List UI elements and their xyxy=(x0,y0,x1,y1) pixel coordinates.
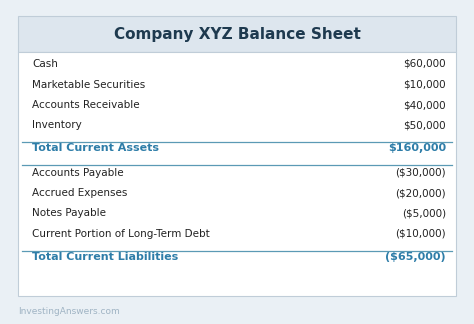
Text: $40,000: $40,000 xyxy=(403,100,446,110)
Text: ($20,000): ($20,000) xyxy=(395,188,446,198)
Text: Current Portion of Long-Term Debt: Current Portion of Long-Term Debt xyxy=(32,229,210,239)
Text: Total Current Assets: Total Current Assets xyxy=(32,143,159,153)
Bar xyxy=(18,52,456,296)
Text: ($65,000): ($65,000) xyxy=(385,251,446,261)
Text: ($10,000): ($10,000) xyxy=(395,229,446,239)
Text: Inventory: Inventory xyxy=(32,121,82,131)
Text: Notes Payable: Notes Payable xyxy=(32,209,106,218)
Text: $10,000: $10,000 xyxy=(403,79,446,89)
Text: Accounts Payable: Accounts Payable xyxy=(32,168,124,178)
Text: Cash: Cash xyxy=(32,59,58,69)
Text: Accrued Expenses: Accrued Expenses xyxy=(32,188,128,198)
Text: Marketable Securities: Marketable Securities xyxy=(32,79,145,89)
Text: Total Current Liabilities: Total Current Liabilities xyxy=(32,251,178,261)
Text: InvestingAnswers.com: InvestingAnswers.com xyxy=(18,307,120,316)
Text: $50,000: $50,000 xyxy=(403,121,446,131)
Text: $160,000: $160,000 xyxy=(388,143,446,153)
Text: $60,000: $60,000 xyxy=(403,59,446,69)
Bar xyxy=(18,16,456,52)
Text: Accounts Receivable: Accounts Receivable xyxy=(32,100,140,110)
Text: ($5,000): ($5,000) xyxy=(402,209,446,218)
Text: ($30,000): ($30,000) xyxy=(395,168,446,178)
Text: Company XYZ Balance Sheet: Company XYZ Balance Sheet xyxy=(114,27,360,41)
